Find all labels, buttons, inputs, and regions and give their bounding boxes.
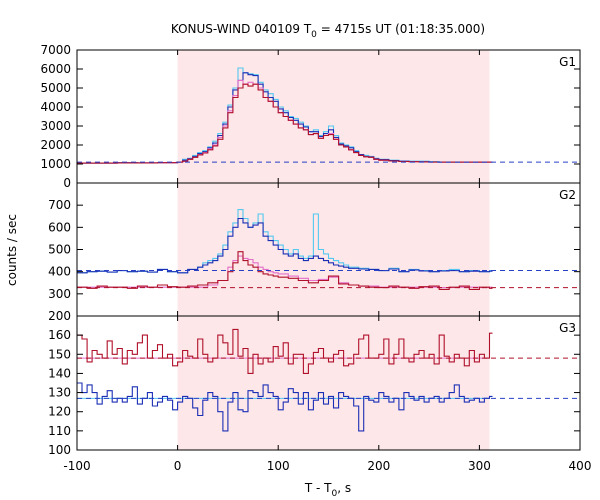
x-tick-label: 400 xyxy=(569,459,592,473)
series-line-blue xyxy=(77,382,493,432)
panel-g1: 0 1000 2000 3000 4000 5000 6000 7000 G1 xyxy=(40,43,581,190)
shaded-interval xyxy=(177,183,490,316)
y-tick-label: 120 xyxy=(48,405,71,419)
x-axis: -100 0 100 200 300 400 xyxy=(63,459,591,473)
x-tick-label: 0 xyxy=(174,459,182,473)
series-line-red xyxy=(77,83,493,164)
x-axis-label: T - T0, s xyxy=(304,481,351,499)
y-tick-label: 400 xyxy=(48,265,71,279)
chart-title: KONUS-WIND 040109 T0 = 4715s UT (01:18:3… xyxy=(171,22,485,40)
y-tick-label: 150 xyxy=(48,347,71,361)
y-tick-label: 600 xyxy=(48,220,71,234)
x-tick-label: 300 xyxy=(468,459,491,473)
panel-g3: 100 110 120 130 140 150 160 G3 xyxy=(48,315,581,457)
y-tick-label: 3000 xyxy=(40,119,71,133)
y-tick-label: 7000 xyxy=(40,43,71,57)
shaded-interval xyxy=(177,316,490,450)
y-tick-label: 700 xyxy=(48,198,71,212)
y-axis-label: counts / sec xyxy=(5,214,19,286)
x-tick-label: -100 xyxy=(63,459,90,473)
y-tick-label: 200 xyxy=(48,309,71,323)
y-tick-label: 110 xyxy=(48,424,71,438)
panel-g2: 200 300 400 500 600 700 G2 xyxy=(48,182,581,323)
panel-label: G1 xyxy=(559,55,576,69)
y-tick-label: 5000 xyxy=(40,81,71,95)
y-tick-label: 300 xyxy=(48,287,71,301)
x-tick-label: 200 xyxy=(367,459,390,473)
x-tick-label: 100 xyxy=(267,459,290,473)
y-tick-label: 1000 xyxy=(40,157,71,171)
y-tick-label: 140 xyxy=(48,366,71,380)
y-tick-label: 0 xyxy=(63,176,71,190)
panel-label: G3 xyxy=(559,321,576,335)
panel-label: G2 xyxy=(559,188,576,202)
chart-panels: 0 1000 2000 3000 4000 5000 6000 7000 G1 200 300 400… xyxy=(40,43,581,457)
y-tick-label: 6000 xyxy=(40,62,71,76)
panel-frame xyxy=(76,315,581,451)
y-tick-label: 2000 xyxy=(40,138,71,152)
series-line-red xyxy=(77,328,493,374)
y-tick-label: 500 xyxy=(48,243,71,257)
shaded-interval xyxy=(177,50,490,183)
series-line-blue xyxy=(77,217,493,274)
y-tick-label: 100 xyxy=(48,443,71,457)
y-tick-label: 4000 xyxy=(40,100,71,114)
y-tick-label: 130 xyxy=(48,386,71,400)
y-tick-label: 160 xyxy=(48,328,71,342)
